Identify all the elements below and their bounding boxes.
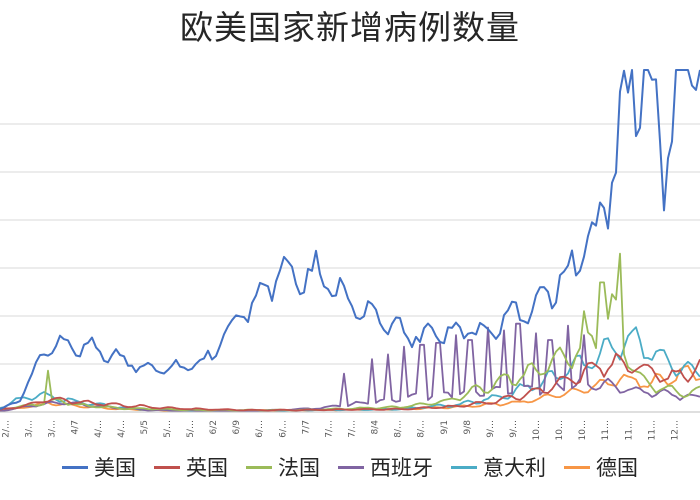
legend-swatch xyxy=(62,465,88,469)
x-tick-label: 6/9 xyxy=(232,420,242,435)
x-tick-label: 11… xyxy=(647,420,657,440)
legend-item: 英国 xyxy=(154,452,228,482)
legend-label: 德国 xyxy=(596,456,638,480)
x-tick-label: 4/7 xyxy=(71,420,81,434)
legend-item: 西班牙 xyxy=(338,452,433,482)
legend-swatch xyxy=(246,465,272,469)
x-tick-label: 7/… xyxy=(324,420,334,438)
legend-label: 意大利 xyxy=(483,456,546,480)
x-tick-label: 10… xyxy=(555,420,565,440)
x-tick-label: 3/… xyxy=(25,420,35,438)
x-tick-label: 3/… xyxy=(48,420,58,438)
x-tick-label: 7/7 xyxy=(301,420,311,434)
legend-swatch xyxy=(338,465,364,469)
x-axis: 2/… 3/… 3/… 4/7 4/… 4/… 5/5 5/… 5/… 6/2 6/9 6/… 6/… 7… xyxy=(0,411,700,440)
x-tick-label: 9/1 xyxy=(440,420,450,434)
legend-label: 英国 xyxy=(186,456,228,480)
x-tick-label: 9/… xyxy=(486,420,496,438)
x-tick-label: 10… xyxy=(578,420,588,440)
x-tick-label: 5/5 xyxy=(140,420,150,434)
x-tick-label: 9/8 xyxy=(463,420,473,435)
x-tick-label: 6/2 xyxy=(209,420,219,434)
legend-label: 美国 xyxy=(94,456,136,480)
x-tick-label: 5/… xyxy=(163,420,173,438)
legend-item: 美国 xyxy=(62,452,136,482)
gridlines xyxy=(0,123,700,365)
x-tick-label: 2/… xyxy=(2,420,12,438)
series-line-美国 xyxy=(0,69,700,411)
x-tick-label: 11… xyxy=(601,420,611,440)
x-tick-label: 7/… xyxy=(348,420,358,438)
legend-item: 意大利 xyxy=(451,452,546,482)
legend-item: 法国 xyxy=(246,452,320,482)
series-line-法国 xyxy=(0,252,700,412)
legend-swatch xyxy=(564,465,590,469)
legend-label: 法国 xyxy=(278,456,320,480)
legend: 美国 英国 法国 西班牙 意大利 德国 xyxy=(0,450,700,484)
series-line-西班牙 xyxy=(0,322,700,413)
x-tick-label: 8/4 xyxy=(371,420,381,435)
series-layer xyxy=(0,69,700,413)
x-tick-label: 5/… xyxy=(186,420,196,438)
legend-label: 西班牙 xyxy=(370,456,433,480)
x-tick-label: 8/… xyxy=(394,420,404,438)
legend-item: 德国 xyxy=(564,452,638,482)
x-tick-label: 9/… xyxy=(509,420,519,438)
x-tick-label: 8/… xyxy=(417,420,427,438)
legend-swatch xyxy=(154,465,180,469)
legend-swatch xyxy=(451,465,477,469)
chart-title: 欧美国家新增病例数量 xyxy=(180,8,520,47)
x-tick-label: 12… xyxy=(670,420,680,440)
x-tick-label: 6/… xyxy=(278,420,288,438)
series-line-英国 xyxy=(0,352,700,412)
x-tick-label: 6/… xyxy=(255,420,265,438)
x-tick-label: 10… xyxy=(532,420,542,440)
x-tick-label: 4/… xyxy=(94,420,104,438)
x-tick-label: 4/… xyxy=(117,420,127,438)
series-line-意大利 xyxy=(0,326,700,413)
x-tick-label: 11… xyxy=(624,420,634,440)
